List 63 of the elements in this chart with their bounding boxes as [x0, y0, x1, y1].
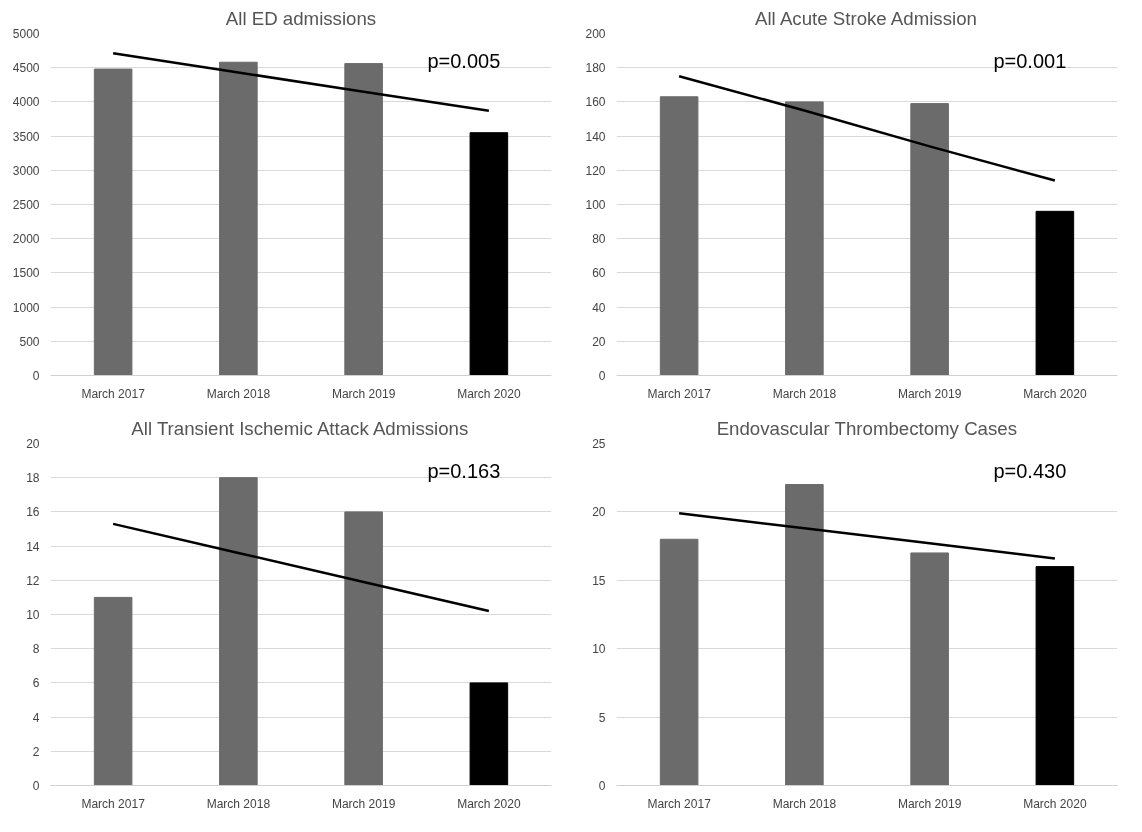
- annotation: p=0.163: [427, 459, 501, 482]
- y-tick-label: 16: [26, 505, 40, 520]
- x-tick-label: March 2017: [647, 796, 712, 811]
- x-tick-label: March 2018: [206, 796, 271, 811]
- annotation: p=0.001: [993, 49, 1067, 72]
- annotation: p=0.005: [427, 49, 501, 72]
- x-tick-label: March 2020: [1023, 386, 1087, 401]
- y-tick-label: 60: [592, 266, 606, 281]
- y-tick-label: 3500: [12, 129, 40, 144]
- y-tick-label: 4000: [12, 95, 40, 110]
- x-tick-label: March 2017: [81, 796, 146, 811]
- y-tick-label: 200: [585, 27, 606, 41]
- chart-title: All ED admissions: [225, 7, 377, 29]
- y-tick-label: 6: [32, 676, 40, 691]
- y-tick-label: 5: [598, 710, 606, 725]
- y-tick-label: 0: [32, 779, 40, 793]
- x-tick-label: March 2019: [897, 796, 962, 811]
- y-tick-label: 1000: [12, 300, 40, 315]
- y-tick-label: 80: [592, 232, 606, 247]
- y-tick-label: 20: [592, 505, 606, 520]
- y-tick-label: 140: [585, 129, 606, 144]
- chart-title: All Acute Stroke Admission: [755, 7, 977, 29]
- y-tick-label: 10: [592, 642, 606, 657]
- y-tick-label: 0: [32, 369, 40, 383]
- x-tick-label: March 2019: [897, 386, 962, 401]
- y-tick-label: 180: [585, 61, 606, 76]
- y-tick-label: 5000: [12, 27, 40, 41]
- y-tick-label: 25: [592, 437, 606, 451]
- y-tick-label: 1500: [12, 266, 40, 281]
- y-tick-label: 2000: [12, 232, 40, 247]
- x-tick-label: March 2019: [331, 386, 396, 401]
- x-tick-label: March 2020: [457, 796, 521, 811]
- x-tick-label: March 2017: [647, 386, 712, 401]
- x-tick-label: March 2020: [457, 386, 521, 401]
- y-tick-label: 40: [592, 300, 606, 315]
- x-tick-label: March 2018: [206, 386, 271, 401]
- y-tick-label: 10: [26, 608, 40, 622]
- y-tick-label: 15: [592, 573, 606, 588]
- y-tick-label: 2500: [12, 198, 40, 212]
- y-tick-label: 8: [32, 642, 40, 657]
- y-tick-label: 2: [32, 744, 40, 759]
- y-tick-label: 4500: [12, 61, 40, 76]
- y-tick-label: 120: [585, 163, 606, 178]
- y-tick-label: 18: [26, 471, 40, 486]
- annotation: p=0.430: [993, 459, 1067, 482]
- y-tick-label: 14: [26, 539, 40, 554]
- y-tick-label: 20: [592, 334, 606, 349]
- y-tick-label: 4: [32, 710, 40, 725]
- y-tick-label: 3000: [12, 163, 40, 178]
- y-tick-label: 160: [585, 95, 606, 110]
- y-tick-label: 0: [598, 779, 606, 793]
- y-tick-label: 500: [19, 334, 40, 349]
- x-tick-label: March 2017: [81, 386, 146, 401]
- y-tick-label: 0: [598, 369, 606, 383]
- y-tick-label: 20: [26, 437, 40, 451]
- x-tick-label: March 2019: [331, 796, 396, 811]
- x-tick-label: March 2018: [772, 796, 837, 811]
- x-tick-label: March 2018: [772, 386, 837, 401]
- x-tick-label: March 2020: [1023, 796, 1087, 811]
- chart-title: Endovascular Thrombectomy Cases: [716, 417, 1018, 439]
- y-tick-label: 100: [585, 198, 606, 212]
- y-tick-label: 12: [26, 573, 40, 588]
- chart-title: All Transient Ischemic Attack Admissions: [131, 417, 469, 439]
